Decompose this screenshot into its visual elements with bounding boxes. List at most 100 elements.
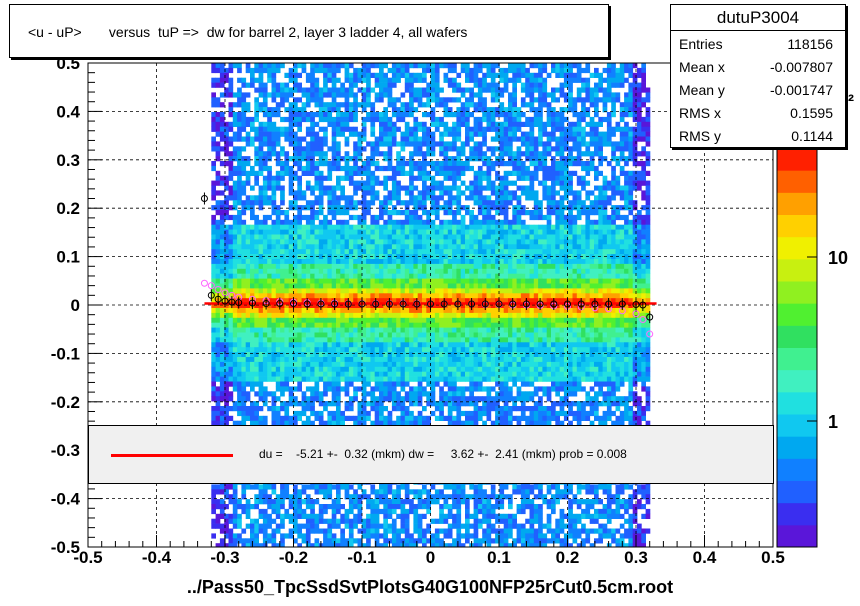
heatmap-cell (293, 131, 298, 137)
heatmap-cell (336, 180, 341, 186)
heatmap-cell (473, 200, 479, 206)
heatmap-cell (310, 77, 315, 83)
heatmap-cell (602, 87, 608, 93)
heatmap-cell (331, 224, 337, 230)
heatmap-cell (391, 293, 397, 299)
heatmap-cell (357, 332, 363, 338)
heatmap-cell (379, 293, 384, 299)
heatmap-cell (615, 342, 621, 348)
heatmap-cell (555, 268, 560, 274)
heatmap-cell (400, 263, 406, 270)
heatmap-cell (503, 121, 509, 127)
heatmap-cell (417, 92, 423, 98)
heatmap-cell (280, 268, 285, 274)
heatmap-cell (271, 112, 277, 118)
heatmap-cell (645, 303, 651, 309)
heatmap-cell (426, 67, 431, 74)
heatmap-cell (452, 322, 457, 328)
heatmap-cell (542, 288, 548, 294)
heatmap-cell (594, 229, 599, 235)
heatmap-cell (447, 210, 453, 216)
heatmap-cell (516, 278, 522, 284)
heatmap-cell (323, 219, 328, 225)
heatmap-cell (447, 278, 453, 284)
heatmap-cell (297, 82, 302, 88)
heatmap-cell (473, 126, 479, 132)
heatmap-cell (305, 244, 311, 250)
heatmap-cell (486, 121, 492, 127)
heatmap-cell (267, 156, 272, 162)
heatmap-cell (430, 165, 436, 172)
heatmap-cell (516, 126, 522, 132)
heatmap-cell (499, 77, 505, 83)
heatmap-cell (417, 259, 423, 265)
heatmap-cell (499, 175, 505, 181)
heatmap-cell (533, 141, 539, 147)
heatmap-cell (310, 322, 315, 328)
heatmap-cell (396, 151, 401, 157)
heatmap-cell (585, 141, 591, 147)
heatmap-cell (370, 322, 376, 328)
heatmap-cell (538, 214, 543, 221)
heatmap-cell (348, 92, 354, 98)
heatmap-cell (641, 268, 646, 274)
heatmap-cell (426, 268, 431, 274)
heatmap-cell (271, 146, 277, 152)
heatmap-cell (572, 205, 578, 211)
heatmap-cell (443, 337, 449, 343)
heatmap-cell (288, 332, 294, 338)
heatmap-cell (224, 185, 229, 191)
heatmap-cell (632, 170, 638, 176)
heatmap-cell (379, 224, 384, 230)
heatmap-cell (426, 63, 431, 69)
heatmap-cell (422, 161, 427, 167)
heatmap-cell (250, 229, 255, 235)
heatmap-cell (224, 77, 229, 83)
heatmap-cell (391, 175, 397, 181)
heatmap-cell (327, 337, 333, 343)
heatmap-cell (460, 278, 466, 284)
heatmap-cell (503, 151, 509, 157)
heatmap-cell (228, 87, 234, 93)
heatmap-cell (559, 298, 565, 304)
heatmap-cell (262, 322, 268, 328)
heatmap-cell (422, 259, 427, 265)
heatmap-cell (374, 63, 380, 69)
heatmap-cell (267, 288, 272, 294)
heatmap-cell (383, 337, 388, 343)
heatmap-cell (615, 283, 621, 289)
heatmap-cell (533, 97, 539, 103)
heatmap-cell (563, 141, 569, 147)
heatmap-cell (262, 234, 268, 240)
heatmap-cell (413, 200, 419, 206)
heatmap-cell (645, 107, 651, 113)
heatmap-cell (288, 308, 294, 314)
heatmap-cell (473, 249, 479, 255)
heatmap-cell (327, 77, 333, 83)
heatmap-cell (460, 298, 466, 304)
heatmap-cell (529, 161, 535, 167)
heatmap-cell (594, 317, 599, 323)
heatmap-cell (563, 219, 569, 225)
heatmap-cell (606, 141, 612, 147)
heatmap-cell (499, 288, 505, 294)
heatmap-cell (512, 82, 517, 88)
heatmap-cell (619, 249, 625, 255)
heatmap-cell (340, 298, 345, 304)
heatmap-cell (452, 288, 457, 294)
heatmap-cell (280, 126, 285, 132)
heatmap-cell (323, 268, 328, 274)
heatmap-cell (301, 195, 307, 201)
heatmap-cell (508, 219, 513, 225)
heatmap-cell (409, 283, 414, 289)
heatmap-cell (301, 205, 307, 211)
heatmap-cell (237, 121, 242, 127)
heatmap-cell (262, 224, 268, 230)
heatmap-cell (589, 273, 595, 279)
heatmap-cell (387, 102, 393, 108)
heatmap-cell (628, 268, 634, 274)
heatmap-cell (409, 161, 414, 167)
heatmap-cell (546, 342, 552, 348)
heatmap-cell (409, 190, 414, 196)
heatmap-cell (305, 224, 311, 230)
